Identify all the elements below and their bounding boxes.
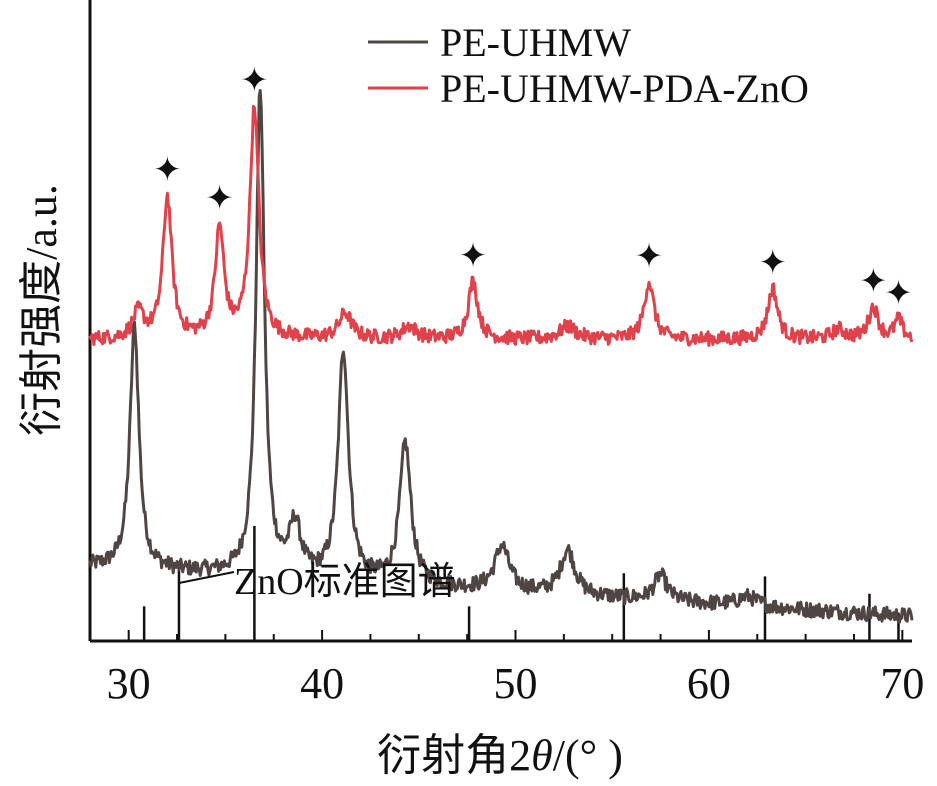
series-pe-uhmw-pda-zno [88,104,914,347]
peak-marker-star: ✦ [205,180,234,217]
legend: PE-UHMW PE-UHMW-PDA-ZnO [368,20,809,111]
x-tick-label: 40 [300,659,344,708]
reference-label-group: ZnO标准图谱 [178,561,456,603]
peak-marker-star: ✦ [884,276,913,313]
x-tick-label: 60 [687,659,731,708]
x-axis-title-prefix: 衍射角2 [377,731,531,780]
peak-marker-star: ✦ [153,152,182,189]
x-tick-label: 70 [880,659,924,708]
legend-label-pe-uhmw: PE-UHMW [440,20,631,65]
x-ticks: 30 40 50 60 70 [107,630,924,708]
series-pe-uhmw [88,89,914,624]
x-tick-label: 30 [107,659,151,708]
legend-label-pe-uhmw-pda-zno: PE-UHMW-PDA-ZnO [440,66,809,111]
plot-area: 30 40 50 60 70 ✦✦✦✦ ✦ ✦ ✦✦ [88,0,924,708]
peak-marker-star: ✦ [758,245,787,282]
peak-marker-star: ✦ [240,62,269,99]
peak-marker-star: ✦ [635,239,664,276]
peak-marker-star: ✦ [859,263,888,300]
peak-marker-star: ✦ [459,238,488,275]
reference-leader-line [178,571,235,584]
x-tick-label: 50 [494,659,538,708]
y-axis-title: 衍射强度/a.u. [17,184,66,436]
x-axis-title-suffix: /(° ) [553,731,623,780]
reference-label: ZnO标准图谱 [234,561,456,603]
peak-markers: ✦✦✦✦ ✦ ✦ ✦✦ [153,62,913,312]
x-axis-title-theta: θ [531,731,553,780]
x-axis-title: 衍射角2θ/(° ) [377,731,623,780]
series-lines [88,89,914,624]
